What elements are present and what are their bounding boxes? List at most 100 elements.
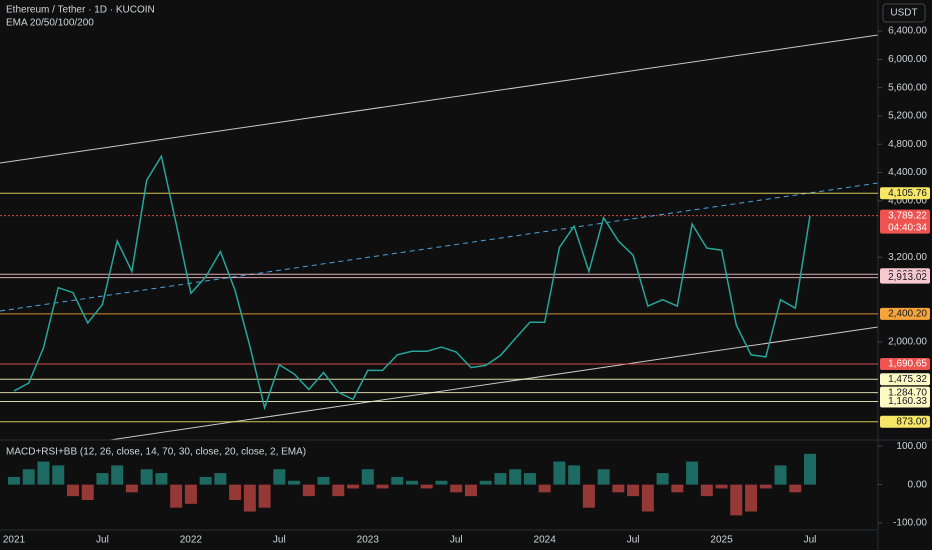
level-label: 1,475.32 [888,374,927,385]
level-label: 2,913.02 [888,272,927,283]
macd-bar [494,473,507,485]
macd-tick-label: 0.00 [908,479,928,490]
macd-bar [464,484,477,497]
level-label-bg [880,373,930,386]
level-label: 3,789.22 [888,210,927,221]
price-tick-label: 4,400.00 [888,167,927,178]
macd-bar [774,465,787,485]
level-label-bg [880,307,930,320]
macd-bar [81,484,94,500]
macd-bar [376,484,389,489]
macd-bar [406,480,418,485]
level-label-bg [880,271,930,284]
macd-bar [8,476,20,485]
macd-bar [553,461,566,485]
macd-bar [523,473,536,485]
price-tick-label: 5,600.00 [888,82,927,93]
time-tick-label: 2022 [180,535,203,546]
macd-bar [199,476,212,485]
level-label: 1,690.65 [888,359,927,370]
macd-bar [288,480,301,485]
macd-bar [155,473,168,485]
price-tick-label: 5,200.00 [888,111,927,122]
macd-bar [184,484,197,504]
level-label-bg [880,415,930,428]
time-tick-label: Jul [96,535,109,546]
macd-bar [317,476,330,485]
channel-mid [0,182,879,312]
macd-bar [568,465,581,485]
price-tick-label: 2,000.00 [888,337,927,348]
channel-lower [109,326,879,441]
macd-bar [700,484,713,497]
price-line [13,154,811,411]
time-tick-label: 2021 [3,535,26,546]
macd-bar [243,484,256,512]
macd-bar [22,469,35,485]
macd-title: MACD+RSI+BB (12, 26, close, 14, 70, 30, … [6,447,306,458]
macd-bar [435,480,448,485]
macd-bar [347,484,360,489]
level-label: 1,160.33 [888,396,927,407]
macd-bar [597,469,610,485]
macd-bar [214,473,227,485]
level-label: 4,105.76 [888,188,927,199]
macd-bar [229,484,242,500]
currency-label[interactable]: USDT [890,8,917,19]
macd-bar [273,469,286,485]
level-label-bg [880,209,930,234]
level-label: 873.00 [896,416,927,427]
price-tick-label: 6,000.00 [888,54,927,65]
macd-bar [627,484,640,497]
price-tick-label: 4,800.00 [888,139,927,150]
level-label: 2,400.20 [888,308,927,319]
time-tick-label: 2023 [357,535,380,546]
macd-bar [759,484,772,489]
macd-bar [804,453,816,485]
macd-bar [52,465,65,485]
macd-bar [641,484,654,512]
macd-bar [111,465,124,485]
level-label-bg [880,357,930,370]
macd-bar [745,484,758,512]
macd-bar [302,484,315,497]
price-tick-label: 3,200.00 [888,252,927,263]
macd-bar [258,484,271,508]
macd-bar [789,484,802,493]
macd-bar [391,476,404,485]
macd-bar [612,484,625,493]
macd-bar [509,469,522,485]
time-tick-label: Jul [804,535,817,546]
macd-bar [479,480,492,485]
level-label: 1,284.70 [888,387,927,398]
price-tick-label: 6,400.00 [888,26,927,37]
channel-upper [0,34,879,164]
macd-bar [671,484,684,493]
macd-bar [538,484,551,493]
macd-bar [66,484,79,497]
currency-button[interactable] [882,3,926,23]
level-label-bg [880,395,930,408]
macd-bar [140,469,153,485]
time-tick-label: 2025 [710,535,733,546]
macd-bar [582,484,595,508]
macd-bar [656,473,669,485]
macd-tick-label: 100.00 [896,441,927,452]
time-tick-label: Jul [450,535,463,546]
macd-bar [170,484,183,508]
macd-bar [450,484,463,493]
countdown: 04:40:34 [888,222,927,233]
indicator-title: EMA 20/50/100/200 [6,18,94,29]
time-tick-label: 2024 [534,535,557,546]
macd-tick-label: -100.00 [893,518,927,529]
macd-bar [332,484,345,497]
macd-bar [715,484,728,489]
level-label-bg [880,187,930,200]
macd-bar [730,484,743,516]
time-tick-label: Jul [273,535,286,546]
macd-bar [37,461,50,485]
time-tick-label: Jul [627,535,640,546]
macd-bar [96,473,109,485]
